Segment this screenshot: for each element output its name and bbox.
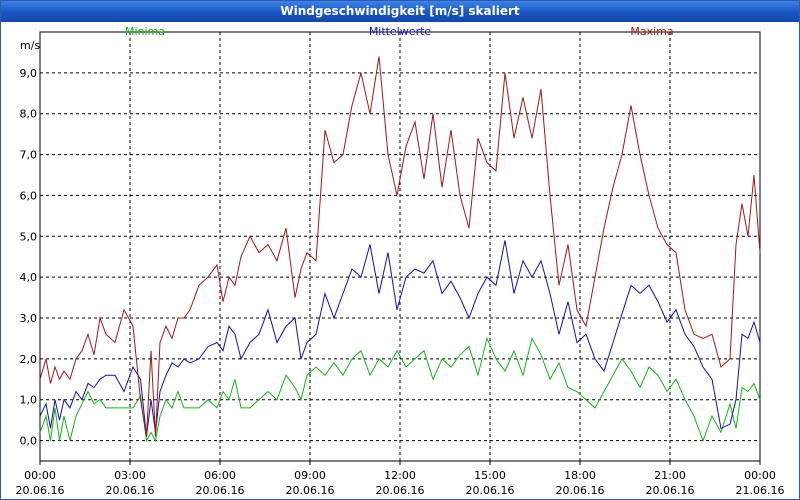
- y-tick-label: 5,0: [20, 230, 38, 243]
- x-tick-date: 21.06.16: [736, 484, 785, 497]
- x-tick-time: 00:00: [24, 469, 56, 482]
- legend-maxima: Maxima: [630, 25, 673, 38]
- y-axis: 0,0 1,0 2,0 3,0 4,0 5,0 6,0 7,0 8,0 9,0: [20, 67, 38, 448]
- x-tick-date: 20.06.16: [646, 484, 695, 497]
- x-tick-time: 12:00: [384, 469, 416, 482]
- x-tick-date: 20.06.16: [16, 484, 65, 497]
- x-tick-time: 18:00: [564, 469, 596, 482]
- y-tick-label: 4,0: [20, 271, 38, 284]
- series-layer: [39, 56, 761, 443]
- x-tick-date: 20.06.16: [106, 484, 155, 497]
- legend-minima: Minima: [125, 25, 165, 38]
- x-tick-time: 09:00: [294, 469, 326, 482]
- plot-border: [39, 31, 761, 462]
- legend-mittelwerte: Mittelwerte: [369, 25, 432, 38]
- x-tick-date: 20.06.16: [196, 484, 245, 497]
- y-tick-label: 7,0: [20, 149, 38, 162]
- x-tick-time: 21:00: [654, 469, 686, 482]
- y-tick-label: 9,0: [20, 67, 38, 80]
- series-line-maxima: [39, 56, 761, 437]
- x-tick-time: 03:00: [114, 469, 146, 482]
- window-title: Windgeschwindigkeit [m/s] skaliert: [1, 1, 799, 22]
- x-tick-date: 20.06.16: [466, 484, 515, 497]
- y-tick-label: 0,0: [20, 435, 38, 448]
- y-tick-label: 1,0: [20, 394, 38, 407]
- x-axis: 00:00 20.06.16 03:00 20.06.16 06:00 20.06.16 0…: [16, 461, 785, 497]
- x-tick-date: 20.06.16: [556, 484, 605, 497]
- x-tick-date: 20.06.16: [286, 484, 335, 497]
- series-line-mittel: [39, 240, 761, 437]
- y-tick-label: 6,0: [20, 189, 38, 202]
- x-tick-time: 06:00: [204, 469, 236, 482]
- series-line-minima: [39, 336, 761, 443]
- y-axis-label: m/s: [20, 39, 40, 52]
- x-tick-date: 20.06.16: [376, 484, 425, 497]
- y-tick-label: 2,0: [20, 353, 38, 366]
- grid: [40, 32, 760, 461]
- y-tick-label: 3,0: [20, 312, 38, 325]
- y-tick-label: 8,0: [20, 108, 38, 121]
- x-tick-time: 15:00: [474, 469, 506, 482]
- x-tick-time: 00:00: [744, 469, 776, 482]
